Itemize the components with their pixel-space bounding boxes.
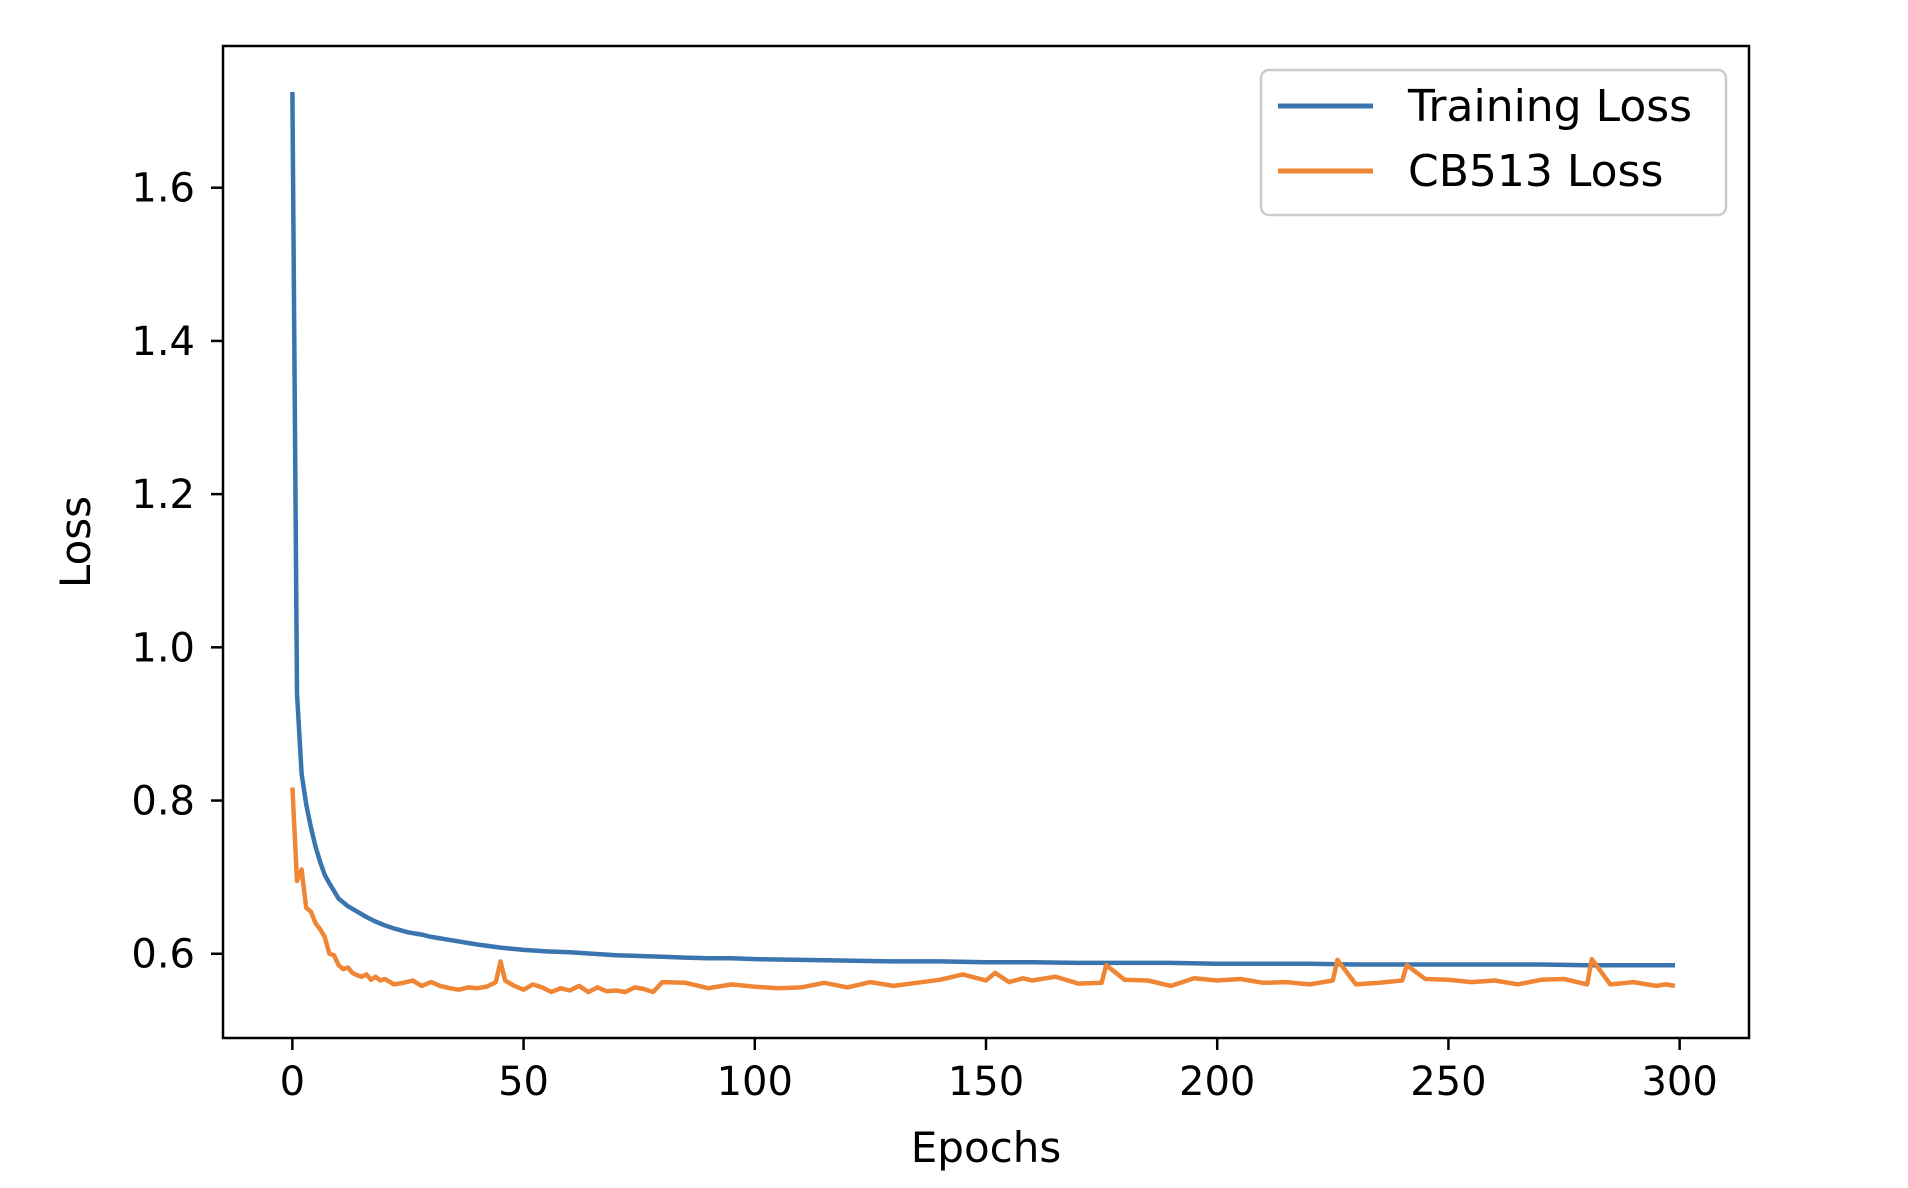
y-tick-label: 0.6 <box>131 932 195 978</box>
y-axis: 0.6 0.8 1.0 1.2 1.4 1.6 <box>131 166 223 978</box>
x-tick-label: 300 <box>1641 1059 1717 1105</box>
series-line-cb513-loss <box>290 787 1676 995</box>
x-tick-label: 200 <box>1179 1059 1255 1105</box>
y-tick-label: 1.0 <box>131 625 195 671</box>
series-line-training-loss <box>290 91 1675 968</box>
x-tick-label: 100 <box>717 1059 793 1105</box>
y-axis-label: Loss <box>51 496 100 588</box>
y-tick-label: 0.8 <box>131 779 195 825</box>
series-layer <box>290 91 1676 995</box>
y-tick-label: 1.4 <box>131 319 195 365</box>
x-tick-label: 150 <box>948 1059 1024 1105</box>
legend-label-cb513-loss: CB513 Loss <box>1408 146 1663 197</box>
legend-label-training-loss: Training Loss <box>1407 81 1692 132</box>
x-axis-label: Epochs <box>911 1123 1062 1172</box>
x-tick-label: 0 <box>280 1059 305 1105</box>
x-tick-label: 50 <box>498 1059 549 1105</box>
x-tick-label: 250 <box>1410 1059 1486 1105</box>
x-axis: 0 50 100 150 200 250 300 <box>280 1038 1718 1105</box>
y-tick-label: 1.6 <box>131 166 195 212</box>
legend: Training Loss CB513 Loss <box>1259 68 1728 217</box>
legend-box <box>1259 68 1728 217</box>
y-tick-label: 1.2 <box>131 472 195 518</box>
